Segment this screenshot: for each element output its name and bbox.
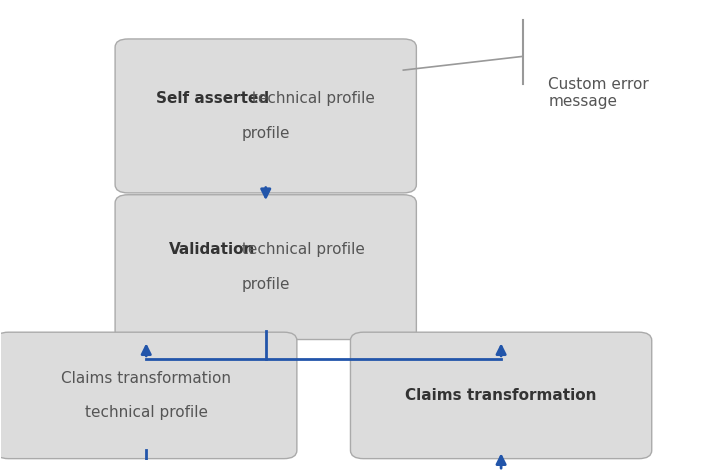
Text: Self asserted: Self asserted	[156, 91, 269, 106]
Text: technical profile: technical profile	[247, 91, 375, 106]
Text: technical profile: technical profile	[85, 405, 208, 420]
Text: profile: profile	[241, 277, 290, 292]
Text: Validation: Validation	[169, 242, 255, 257]
FancyBboxPatch shape	[0, 332, 297, 459]
FancyBboxPatch shape	[115, 39, 417, 193]
FancyBboxPatch shape	[115, 195, 417, 339]
Text: Claims transformation: Claims transformation	[406, 388, 597, 403]
Text: Claims transformation: Claims transformation	[61, 370, 231, 385]
Text: technical profile: technical profile	[236, 242, 364, 257]
Text: profile: profile	[241, 126, 290, 141]
Text: Custom error
message: Custom error message	[548, 77, 649, 109]
FancyBboxPatch shape	[350, 332, 651, 459]
